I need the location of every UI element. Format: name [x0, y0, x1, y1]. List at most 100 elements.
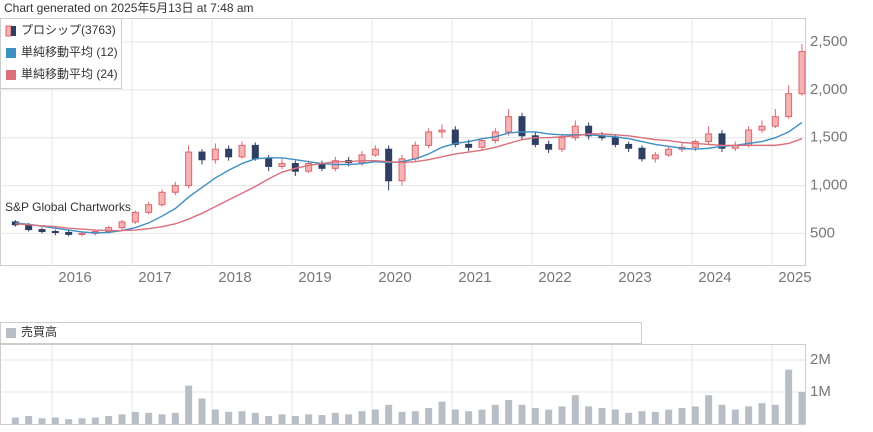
volume-bar — [398, 411, 406, 424]
volume-bar — [385, 404, 393, 424]
candle-body — [225, 148, 233, 158]
volume-bar — [625, 412, 633, 424]
volume-bar — [51, 417, 59, 424]
x-tick-label: 2023 — [618, 269, 651, 286]
volume-bar — [91, 417, 99, 424]
volume-bar — [11, 417, 19, 424]
volume-bar — [771, 404, 779, 424]
candle-body — [78, 232, 86, 235]
volume-bar — [518, 404, 526, 424]
candle-body — [358, 154, 366, 164]
candle-body — [705, 133, 713, 143]
candle-body — [625, 143, 633, 149]
candle-body — [38, 229, 46, 233]
volume-bar — [145, 412, 153, 424]
candle-body — [411, 144, 419, 160]
volume-bar — [131, 411, 139, 424]
x-tick-label: 2025 — [778, 269, 811, 286]
candle-body — [398, 158, 406, 182]
volume-bar — [65, 419, 73, 424]
plot-layer — [0, 20, 806, 424]
candle-body — [451, 129, 459, 145]
volume-bar — [158, 414, 166, 424]
volume-bar — [798, 392, 806, 424]
volume-bar — [25, 416, 33, 424]
volume-bar — [651, 411, 659, 424]
legend-label: プロシップ(3763) — [21, 23, 116, 37]
volume-bar — [531, 408, 539, 424]
volume-bar — [465, 411, 473, 424]
volume-bar — [505, 400, 513, 424]
volume-bar — [745, 406, 753, 424]
volume-bar — [331, 412, 339, 424]
candle-body — [651, 154, 659, 160]
volume-bar — [451, 409, 459, 424]
candle-body — [51, 231, 59, 234]
legend-icon — [5, 25, 12, 37]
legend-label: 単純移動平均 (12) — [21, 45, 118, 59]
candle-body — [211, 148, 219, 161]
candle-body — [385, 148, 393, 182]
candle-body — [558, 137, 566, 150]
volume-bar — [185, 385, 193, 424]
price-frame — [0, 18, 806, 266]
candle-body — [145, 204, 153, 213]
volume-bar — [731, 409, 739, 424]
volume-bar — [478, 409, 486, 424]
volume-bar — [705, 395, 713, 424]
volume-bar — [371, 409, 379, 424]
volume-bar — [211, 409, 219, 424]
candle-body — [638, 147, 646, 160]
volume-bar — [291, 416, 299, 424]
x-tick-label: 2017 — [138, 269, 171, 286]
candle-body — [545, 143, 553, 150]
candle-body — [771, 116, 779, 127]
legend-box — [0, 18, 122, 89]
x-tick-label: 2021 — [458, 269, 491, 286]
volume-bar — [785, 369, 793, 424]
volume-bar — [198, 398, 206, 424]
volume-bar — [305, 414, 313, 424]
x-tick-label: 2019 — [298, 269, 331, 286]
volume-bar — [105, 416, 113, 424]
volume-bar — [678, 408, 686, 424]
volume-bar — [318, 415, 326, 424]
volume-bar — [278, 414, 286, 424]
candle-body — [305, 163, 313, 172]
volume-bar — [171, 412, 179, 424]
volume-bar — [425, 408, 433, 424]
volume-bar — [598, 408, 606, 424]
generated-note: Chart generated on 2025年5月13日 at 7:48 am — [4, 1, 254, 15]
volume-bar — [265, 416, 273, 424]
candle-body — [65, 231, 73, 235]
volume-bar — [78, 418, 86, 424]
volume-bar — [438, 401, 446, 424]
candle-body — [278, 163, 286, 167]
candle-body — [238, 144, 246, 158]
moving-average-line — [15, 133, 803, 232]
candle-body — [785, 93, 793, 118]
x-tick-label: 2020 — [378, 269, 411, 286]
candle-body — [505, 116, 513, 133]
volume-legend-box — [0, 322, 642, 344]
y-tick-label: 500 — [810, 224, 835, 241]
candle-body — [718, 133, 726, 149]
candle-body — [371, 148, 379, 156]
candle-body — [465, 143, 473, 148]
candle-body — [571, 125, 579, 139]
volume-bar — [411, 411, 419, 424]
candle-body — [158, 191, 166, 206]
volume-bar — [718, 404, 726, 424]
candle-body — [105, 227, 113, 233]
volume-bar — [585, 406, 593, 424]
y-tick-label: 2,000 — [810, 81, 848, 98]
candle-body — [265, 158, 273, 167]
volume-bar — [118, 414, 126, 424]
candle-body — [798, 51, 806, 95]
volume-bar — [758, 403, 766, 424]
volume-bar — [691, 406, 699, 424]
y-tick-label: 2M — [810, 351, 831, 368]
candle-body — [531, 135, 539, 145]
